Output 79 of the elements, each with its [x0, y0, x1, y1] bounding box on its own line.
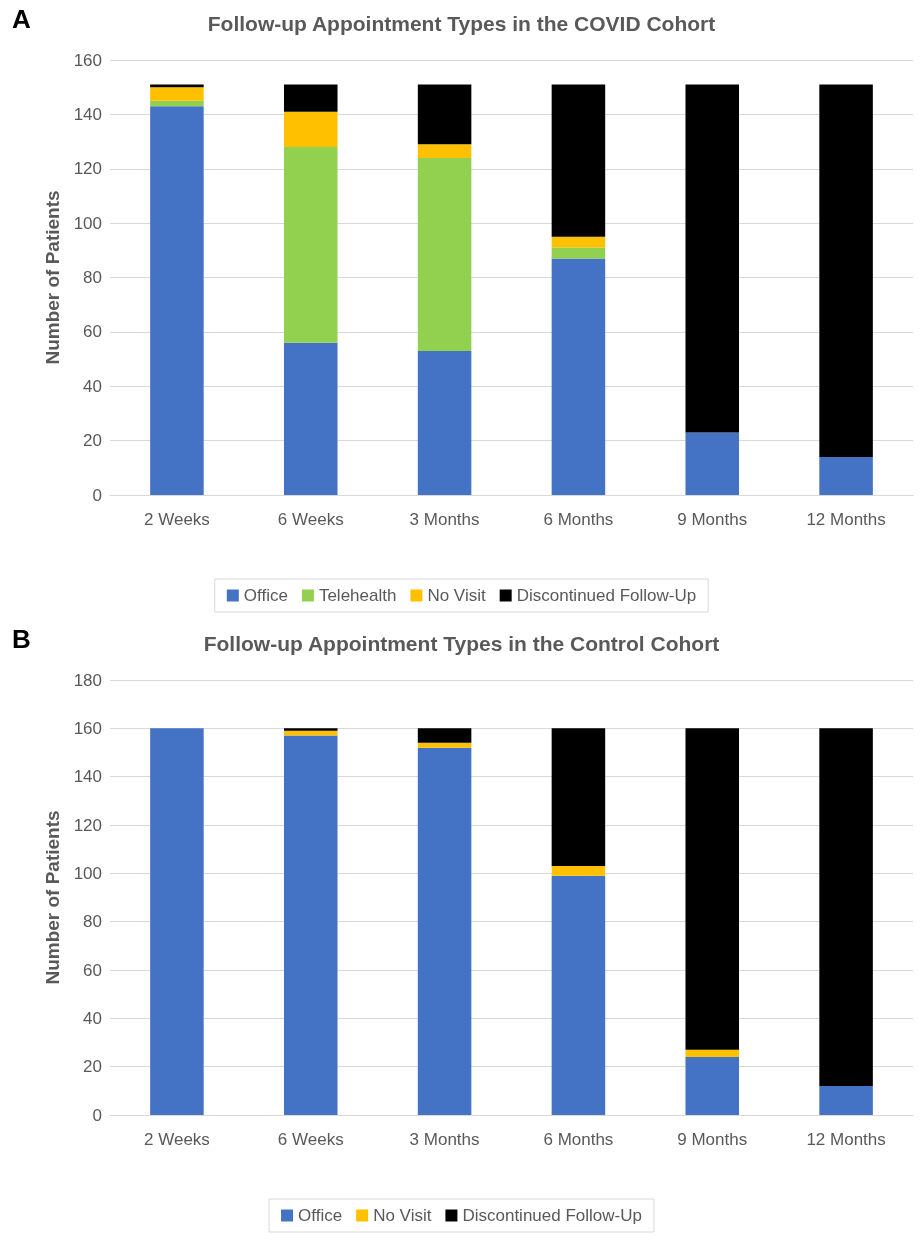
- x-tick-label: 2 Weeks: [144, 1130, 210, 1149]
- bar: [685, 432, 740, 495]
- bar: [283, 342, 338, 495]
- y-tick-label: 0: [92, 485, 102, 505]
- legend-label: No Visit: [373, 1206, 432, 1225]
- y-tick-label: 40: [83, 376, 102, 396]
- bar: [417, 747, 472, 1115]
- legend-label: No Visit: [427, 586, 486, 605]
- bar: [283, 728, 338, 731]
- bar: [150, 728, 204, 1115]
- text: A: [12, 4, 31, 34]
- legend-label: Discontinued Follow-Up: [462, 1206, 642, 1225]
- y-tick-label: 140: [73, 767, 102, 787]
- y-tick-label: 80: [83, 912, 102, 932]
- bar: [819, 728, 873, 1086]
- bar: [150, 87, 204, 101]
- bar: [417, 157, 472, 351]
- y-axis-title: Number of Patients: [42, 190, 63, 365]
- bar: [551, 866, 606, 876]
- y-axis-title: Number of Patients: [42, 810, 63, 985]
- x-tick-label: 2 Weeks: [144, 510, 210, 529]
- x-tick-label: 3 Months: [409, 510, 480, 529]
- chart-title: Follow-up Appointment Types in the COVID Cohort: [207, 12, 716, 35]
- legend-label: Office: [298, 1206, 343, 1225]
- y-tick-label: 60: [83, 960, 102, 980]
- legend-label: Telehealth: [318, 586, 397, 605]
- x-tick-label: 12 Months: [806, 1130, 886, 1149]
- x-tick-label: 6 Weeks: [277, 510, 344, 529]
- bar: [551, 247, 606, 259]
- y-tick-label: 80: [83, 268, 102, 287]
- bar: [685, 1057, 740, 1115]
- y-tick-label: 100: [73, 213, 102, 233]
- legend-label: Discontinued Follow-Up: [516, 586, 697, 605]
- legend-label: Office: [243, 586, 288, 605]
- bar: [819, 456, 873, 495]
- bar: [819, 1086, 873, 1115]
- x-tick-label: 12 Months: [806, 510, 886, 529]
- y-tick-label: 20: [83, 1057, 102, 1077]
- x-tick-label: 3 Months: [409, 1130, 480, 1149]
- y-tick-label: 140: [73, 104, 102, 124]
- bar: [150, 100, 204, 107]
- y-tick-label: 100: [73, 863, 102, 883]
- bar: [551, 84, 606, 237]
- y-tick-label: 60: [83, 322, 102, 342]
- bar: [685, 1049, 740, 1057]
- bar: [417, 728, 472, 743]
- chart-title: Follow-up Appointment Types in the Control Cohort: [203, 632, 720, 655]
- text: B: [12, 624, 31, 654]
- y-tick-label: 40: [83, 1008, 102, 1028]
- bar: [417, 742, 472, 748]
- bar: [685, 84, 740, 433]
- y-tick-label: 160: [73, 50, 102, 70]
- y-tick-label: 20: [83, 431, 102, 451]
- x-tick-label: 9 Months: [677, 1130, 748, 1149]
- bar: [283, 84, 338, 112]
- bar: [551, 875, 606, 1115]
- bar: [283, 735, 338, 1115]
- y-tick-label: 180: [73, 670, 102, 690]
- bar: [417, 350, 472, 495]
- bar: [551, 728, 606, 867]
- x-tick-label: 6 Months: [543, 510, 614, 529]
- x-tick-label: 6 Months: [543, 1130, 614, 1149]
- x-tick-label: 9 Months: [677, 510, 748, 529]
- bar: [685, 728, 740, 1050]
- y-tick-label: 160: [73, 718, 102, 738]
- bar: [150, 84, 204, 88]
- bar: [283, 730, 338, 736]
- bar: [283, 111, 338, 147]
- bar: [283, 147, 338, 343]
- bar: [150, 106, 204, 495]
- bar: [417, 144, 472, 158]
- bar: [417, 84, 472, 145]
- y-tick-label: 0: [92, 1105, 102, 1125]
- bar: [551, 258, 606, 495]
- x-tick-label: 6 Weeks: [277, 1130, 344, 1149]
- y-tick-label: 120: [73, 815, 102, 835]
- y-tick-label: 120: [73, 159, 102, 179]
- bar: [819, 84, 873, 457]
- bar: [551, 236, 606, 248]
